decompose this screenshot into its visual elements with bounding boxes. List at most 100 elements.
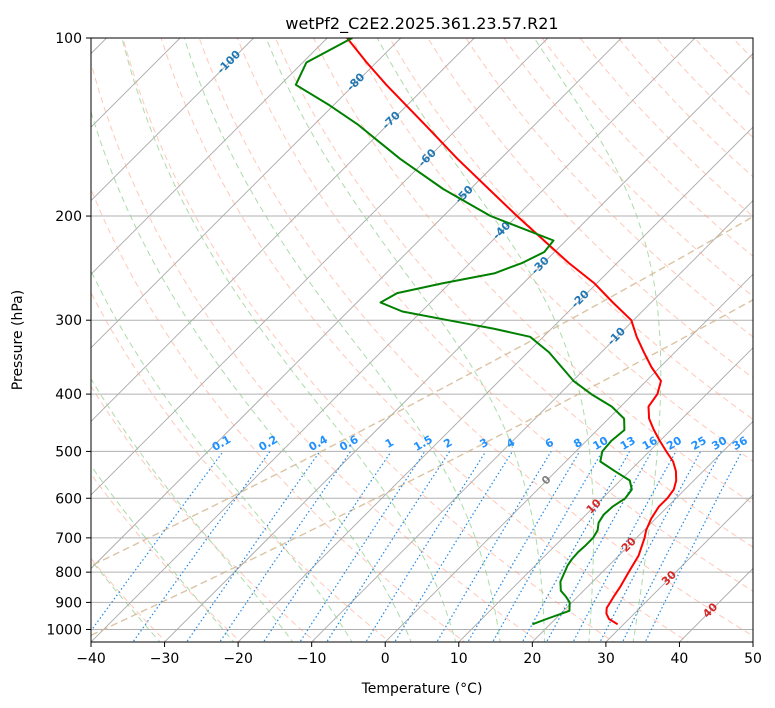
mixing-ratio-label: 25 [689,434,709,453]
mixing-ratio-label: 2 [441,436,454,451]
moist-adiabat [91,110,412,642]
mixing-ratio-line [621,451,722,642]
mixing-ratio-line [185,451,321,642]
x-axis-title: Temperature (°C) [361,681,483,697]
isotherm-label: -60 [416,146,439,169]
dry-adiabat [160,38,690,642]
mixing-ratio-line [436,451,552,642]
isotherm-line [384,273,753,642]
isotherm-line [0,11,60,644]
isotherm-label: 0 [539,473,554,488]
isotherm-line [91,38,181,128]
isotherm-label: -10 [605,325,628,348]
y-tick-label: 1000 [46,622,82,638]
dry-adiabat [465,38,753,338]
x-tick-label: 20 [523,651,541,667]
dry-adiabat [655,38,753,139]
dry-adiabat [579,38,753,217]
x-tick-label: −20 [223,651,253,667]
y-tick-label: 600 [55,491,82,507]
moist-adiabat [183,38,501,642]
x-tick-label: 50 [744,651,762,667]
isotherm-line [91,38,475,422]
axes: −40 −30 −20 −10 0 10 20 30 40 5010020030040050060… [46,31,762,667]
background-lines: 0.1 0.2 0.4 0.6 1 1.5 2 3 4 6 8 10 13 16 20 25 30 36-100-… [0,11,753,644]
dry-adiabat [389,38,753,420]
isotherm-line [91,38,328,275]
isotherm-label: -100 [215,48,244,77]
dry-adiabat [351,38,753,462]
mixing-ratio-label: 0.1 [210,433,233,454]
isotherm-line [531,420,753,642]
isotherm-line [678,567,753,642]
dry-adiabat [91,385,317,642]
y-axis-title: Pressure (hPa) [10,290,26,390]
isotherm-label: -50 [453,183,476,206]
mixing-ratio-label: 20 [664,434,684,453]
mixing-ratio-line [599,451,702,642]
mixing-ratio-label: 0.2 [257,433,280,454]
isotherm-line [311,200,753,642]
x-tick-label: −10 [297,651,327,667]
dry-adiabat [503,38,753,298]
y-tick-label: 900 [55,595,82,611]
mixing-ratio-label: 30 [709,434,729,453]
dry-adiabat [91,60,540,642]
y-tick-label: 200 [55,209,82,225]
x-tick-label: 30 [597,651,615,667]
moist-adiabat [265,38,546,642]
isotherm-line [458,347,753,642]
mixing-ratio-line [365,451,487,642]
y-tick-label: 100 [55,31,82,47]
x-tick-label: 40 [671,651,689,667]
mixing-ratio-line [572,451,677,642]
isotherm-label: 10 [584,496,604,516]
isotherm-line [91,38,402,349]
mixing-ratio-label: 6 [543,436,556,451]
y-tick-label: 500 [55,444,82,460]
dry-adiabat [122,38,615,642]
mixing-ratio-label: 1.5 [411,433,434,454]
mixing-ratio-label: 1 [383,436,396,451]
isotherm-line [752,641,753,642]
chart-title: wetPf2_C2E2.2025.361.23.57.R21 [285,14,558,34]
dry-adiabat [236,38,753,592]
lcl-curve [91,299,753,637]
mixing-ratio-label: 0.6 [337,433,361,454]
mixing-ratio-line [219,451,352,642]
dry-adiabat [91,473,242,642]
y-tick-label: 800 [55,565,82,581]
mixing-ratio-line [394,451,513,642]
mixing-ratio-line [644,451,743,642]
mixing-ratio-label: 36 [730,434,750,453]
moist-adiabat [533,38,662,642]
isotherm-label: 40 [700,600,720,620]
mixing-ratio-label: 0.4 [306,433,330,454]
y-tick-label: 700 [55,531,82,547]
mixing-ratio-line [299,451,426,642]
isotherm-line [91,38,549,496]
lcl-curve [91,215,753,567]
isotherm-line [163,52,753,642]
dry-adiabat [541,38,753,257]
mixing-ratio-label: 8 [571,436,584,451]
moist-adiabat [91,269,353,642]
mixing-ratio-label: 13 [618,434,638,453]
mixing-ratio-line [132,451,271,642]
isotherm-label: 30 [659,568,679,588]
moist-adiabat [121,38,457,642]
moist-adiabat [91,378,294,642]
y-tick-label: 300 [55,313,82,329]
mixing-ratio-line [467,451,581,642]
isotherm-line [237,126,753,642]
dewpoint-line [294,38,633,626]
isotherm-line [91,38,696,642]
dry-adiabat [274,38,753,548]
x-tick-label: 10 [450,651,468,667]
mixing-ratio-line [325,451,451,642]
isotherm-label: -70 [380,108,403,131]
dry-adiabat [693,38,753,99]
isotherm-line [91,38,623,570]
isotherm-line [605,494,753,642]
